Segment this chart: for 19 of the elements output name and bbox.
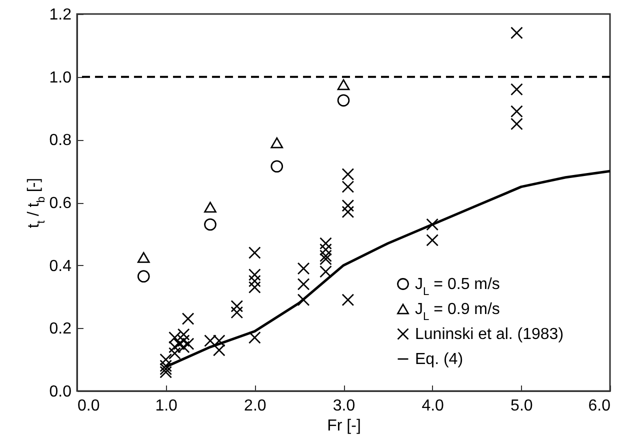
x-tick-label: 2.0 (244, 398, 266, 414)
legend-label: Eq. (4) (415, 351, 464, 368)
legend-label: J$_{L}$ = 0.9 m/s (415, 301, 500, 323)
x-tick-label: 3.0 (332, 398, 356, 414)
y-tick-label: 0.6 (49, 195, 72, 212)
y-tick-label: 1.0 (49, 69, 72, 86)
y-tick-label: 0.2 (49, 320, 72, 338)
y-tick-label: 0.4 (49, 258, 72, 275)
legend-label: Luninski et al. (1983) (415, 326, 564, 343)
x-tick-label: 1.0 (155, 398, 178, 414)
y-tick-label: 1.2 (49, 6, 72, 24)
x-tick-label: 6.0 (588, 398, 611, 414)
legend-label: J$_{L}$ = 0.5 m/s (415, 276, 500, 298)
y-tick-label: 0.0 (49, 384, 72, 400)
x-tick-label: 0.0 (78, 398, 100, 414)
x-tick-label: 4.0 (422, 398, 444, 414)
y-tick-label: 0.8 (49, 132, 72, 150)
x-tick-label: 5.0 (510, 398, 533, 414)
x-axis-title: Fr [-] (327, 418, 361, 434)
